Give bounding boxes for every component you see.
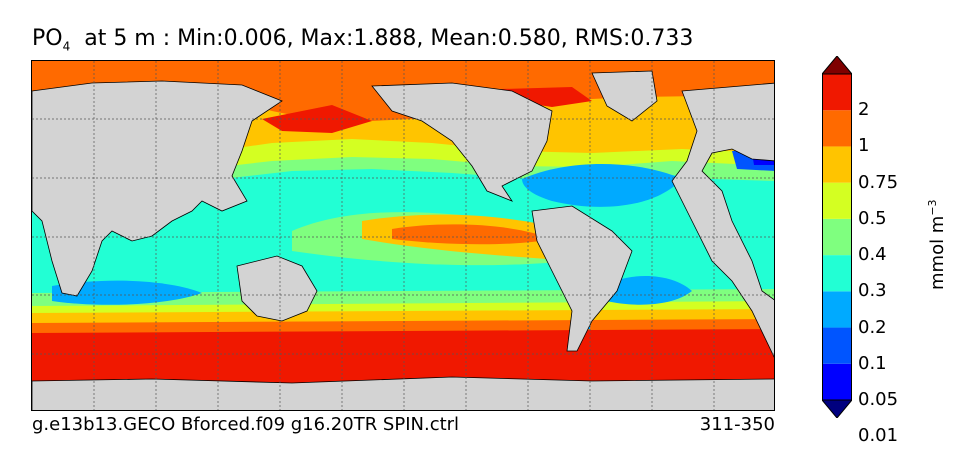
colorbar-bin: [822, 218, 852, 256]
colorbar-bin: [822, 255, 852, 292]
colorbar: [822, 56, 852, 418]
contour-band-0.1: [52, 280, 202, 305]
colorbar-tick-label: 0.1: [858, 352, 887, 374]
colorbar-bin: [822, 363, 852, 400]
colorbar-unit-label: mmol m−3: [926, 199, 948, 290]
contour-band-0.75: [392, 224, 552, 245]
colorbar-tick-label: 0.5: [858, 207, 887, 229]
landmass-australia: [236, 255, 318, 322]
landmass-north-america: [371, 82, 553, 202]
landmass-greenland: [591, 70, 658, 122]
colorbar-tick-label: 0.01: [858, 425, 899, 447]
contour-band-0.1: [522, 163, 682, 207]
colorbar-bin: [822, 291, 852, 328]
landmass-eurasia-africa: [32, 80, 283, 297]
title-stats: at 5 m : Min:0.006, Max:1.888, Mean:0.58…: [70, 26, 694, 51]
colorbar-tick-label: 1: [858, 135, 870, 157]
land-mask: [32, 70, 774, 410]
title-variable: PO: [32, 26, 63, 51]
landmass-south-america: [531, 205, 633, 352]
colorbar-tick-label: 2: [858, 99, 870, 121]
plot-title: PO4 at 5 m : Min:0.006, Max:1.888, Mean:…: [32, 26, 693, 53]
colorbar-tick-label: 0.4: [858, 244, 887, 266]
contour-band-0.1: [602, 275, 692, 305]
unit-text: mmol m: [927, 215, 948, 290]
landmass-europe-africa-east: [671, 82, 774, 358]
colorbar-bin: [822, 327, 852, 364]
colorbar-tick-label: 0.75: [858, 171, 899, 193]
map-gridlines: [32, 61, 774, 410]
ocean-map: [31, 60, 775, 411]
colorbar-extend-min: [822, 399, 852, 418]
colorbar-bin: [822, 146, 852, 183]
landmass-antarctica: [32, 376, 774, 410]
colorbar-frame: [822, 73, 852, 401]
colorbar-tick-label: 0.05: [858, 389, 899, 410]
map-canvas: [32, 61, 774, 410]
title-subscript: 4: [62, 39, 71, 54]
colorbar-tick-label: 0.3: [858, 280, 887, 302]
colorbar-tick-label: 0.2: [858, 316, 887, 338]
colorbar-extend-max: [822, 56, 852, 75]
colorbar-bin: [822, 74, 852, 111]
unit-exponent: −3: [926, 199, 939, 216]
colorbar-bin: [822, 110, 852, 147]
colorbar-bin: [822, 182, 852, 219]
period-label: 311-350: [699, 414, 775, 435]
run-name-label: g.e13b13.GECO Bforced.f09 g16.20TR SPIN.…: [32, 414, 460, 435]
